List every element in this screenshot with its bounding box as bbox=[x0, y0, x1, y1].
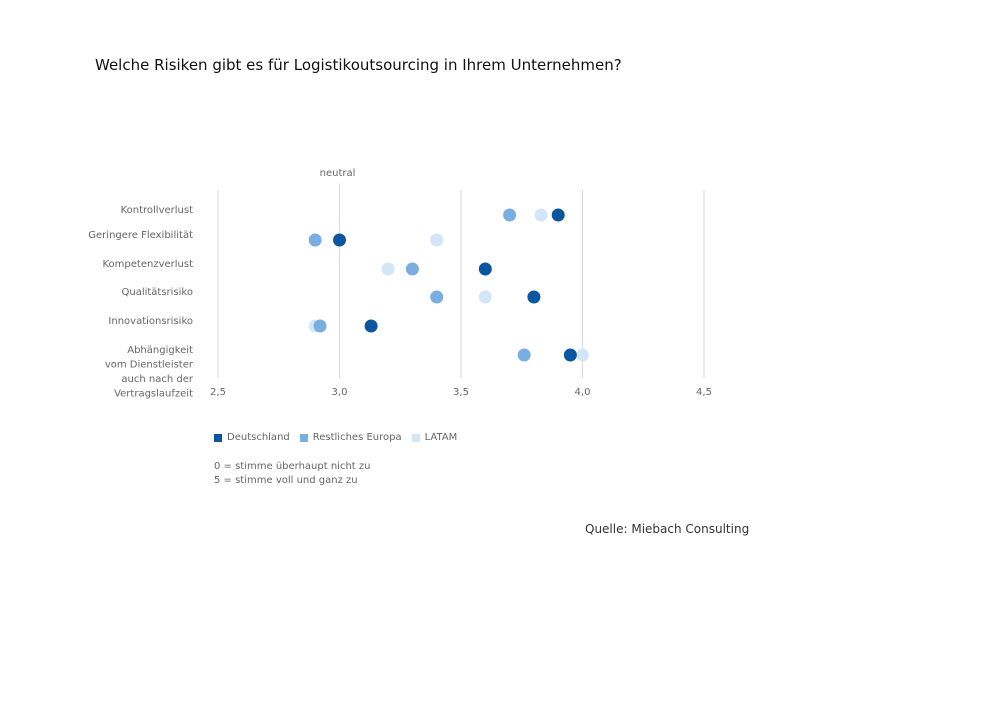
legend-swatch-1 bbox=[299, 433, 308, 442]
legend-item-1: Restliches Europa bbox=[299, 432, 402, 443]
x-tick-label-0: 2,5 bbox=[210, 387, 226, 398]
scale-note-min: 0 = stimme überhaupt nicht zu bbox=[214, 461, 371, 472]
neutral-label: neutral bbox=[320, 168, 356, 179]
legend-label-0: Deutschland bbox=[227, 432, 290, 443]
legend: Deutschland Restliches Europa LATAM bbox=[214, 432, 457, 443]
source-credit: Quelle: Miebach Consulting bbox=[585, 522, 750, 536]
category-labels: Kontrollverlust Geringere Flexibilität Kom… bbox=[88, 205, 194, 400]
legend-label-2: LATAM bbox=[424, 432, 458, 443]
point-latam-1 bbox=[430, 233, 444, 247]
legend-label-1: Restliches Europa bbox=[312, 432, 402, 443]
category-label-0: Kontrollverlust bbox=[121, 205, 194, 216]
point-deutschland-5 bbox=[563, 348, 577, 362]
x-tick-label-3: 4,0 bbox=[575, 387, 591, 398]
x-tick-label-4: 4,5 bbox=[696, 387, 712, 398]
grid-lines bbox=[217, 183, 705, 378]
point-restliches-europa-5 bbox=[517, 348, 531, 362]
category-label-5: Abhängigkeit vom Dienstleister auch nach d… bbox=[105, 345, 194, 400]
legend-item-0: Deutschland bbox=[214, 432, 290, 443]
x-tick-label-1: 3,0 bbox=[332, 387, 348, 398]
point-deutschland-1 bbox=[333, 233, 346, 247]
point-latam-0 bbox=[534, 208, 548, 222]
point-latam-5 bbox=[576, 348, 589, 362]
x-tick-label-2: 3,5 bbox=[453, 387, 469, 398]
point-restliches-europa-3 bbox=[430, 290, 444, 304]
point-restliches-europa-0 bbox=[503, 208, 517, 222]
x-tick-labels: 2,5 3,0 3,5 4,0 4,5 bbox=[210, 387, 712, 398]
legend-swatch-0 bbox=[214, 433, 222, 442]
point-deutschland-3 bbox=[527, 290, 541, 304]
category-label-1: Geringere Flexibilität bbox=[88, 230, 193, 241]
legend-swatch-2 bbox=[411, 433, 420, 442]
chart-title: Welche Risiken gibt es für Logistikoutso… bbox=[95, 56, 622, 74]
point-restliches-europa-2 bbox=[405, 262, 419, 276]
point-latam-3 bbox=[478, 290, 492, 304]
point-restliches-europa-4 bbox=[313, 319, 327, 333]
point-restliches-europa-1 bbox=[308, 233, 322, 247]
scale-note: 0 = stimme überhaupt nicht zu 5 = stimme… bbox=[214, 460, 370, 488]
scale-note-max: 5 = stimme voll und ganz zu bbox=[214, 475, 358, 486]
point-deutschland-4 bbox=[364, 319, 378, 333]
point-deutschland-2 bbox=[478, 262, 492, 276]
category-label-2: Kompetenzverlust bbox=[102, 259, 193, 270]
point-deutschland-0 bbox=[551, 208, 565, 222]
legend-item-2: LATAM bbox=[411, 432, 458, 443]
category-label-4: Innovationsrisiko bbox=[108, 316, 193, 327]
data-points bbox=[308, 208, 589, 362]
category-label-3: Qualitätsrisiko bbox=[121, 287, 193, 298]
point-latam-2 bbox=[381, 262, 395, 276]
